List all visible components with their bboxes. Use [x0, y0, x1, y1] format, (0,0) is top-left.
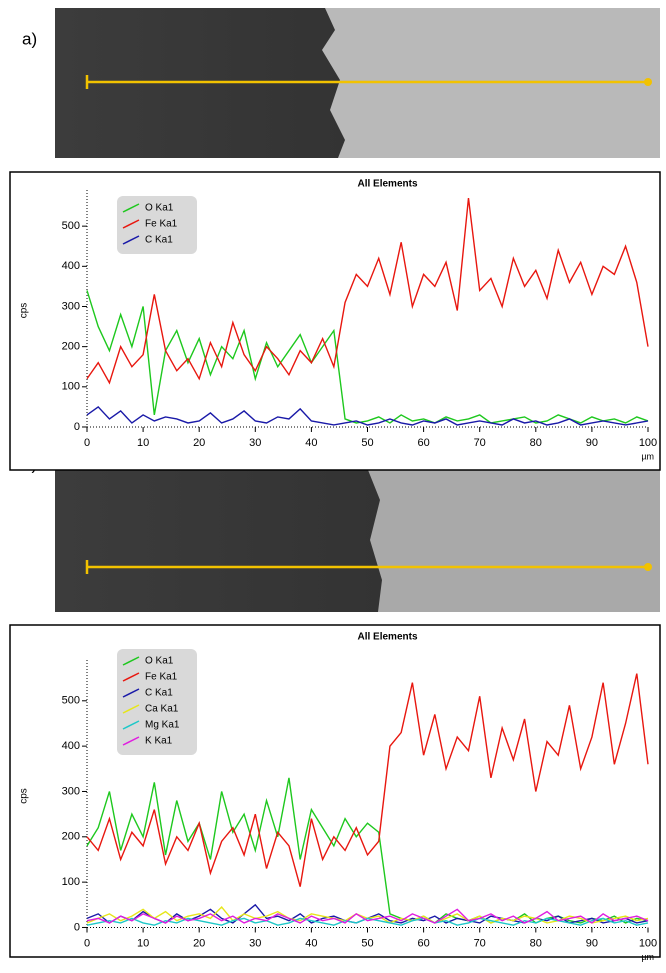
x-tick-label: 100	[639, 937, 657, 949]
y-tick-label: 500	[62, 220, 80, 232]
y-tick-label: 400	[62, 740, 80, 752]
panel-label: a)	[22, 29, 37, 48]
x-tick-label: 80	[530, 937, 542, 949]
x-tick-label: 30	[249, 437, 261, 449]
legend-swatch	[122, 203, 140, 213]
y-tick-label: 0	[74, 921, 80, 933]
legend-label: O Ka1	[145, 203, 174, 214]
legend-label: Fe Ka1	[145, 219, 178, 230]
x-tick-label: 40	[305, 437, 317, 449]
legend-swatch	[122, 736, 140, 746]
data-line	[86, 197, 649, 385]
legend-label: O Ka1	[145, 656, 174, 667]
x-tick-label: 10	[137, 437, 149, 449]
chart-title: All Elements	[357, 632, 417, 643]
legend-swatch	[122, 688, 140, 698]
x-tick-label: 50	[361, 937, 373, 949]
y-tick-label: 100	[62, 381, 80, 393]
legend-label: C Ka1	[145, 688, 173, 699]
x-axis-label: µm	[641, 451, 654, 461]
y-tick-label: 200	[62, 341, 80, 353]
x-axis-label: µm	[641, 952, 654, 962]
x-tick-label: 60	[417, 437, 429, 449]
legend-label: C Ka1	[145, 235, 173, 246]
x-tick-label: 0	[84, 437, 90, 449]
legend-swatch	[122, 672, 140, 682]
legend-label: Fe Ka1	[145, 672, 178, 683]
x-tick-label: 70	[474, 437, 486, 449]
chart-frame	[9, 624, 661, 958]
x-tick-label: 90	[586, 937, 598, 949]
x-tick-label: 20	[193, 437, 205, 449]
x-tick-label: 80	[530, 437, 542, 449]
y-tick-label: 100	[62, 876, 80, 888]
data-line	[86, 917, 649, 926]
x-tick-label: 100	[639, 437, 657, 449]
x-tick-label: 50	[361, 437, 373, 449]
x-tick-label: 30	[249, 937, 261, 949]
legend-swatch	[122, 656, 140, 666]
data-line	[86, 908, 649, 924]
y-axis-label: cps	[19, 303, 30, 319]
data-line	[86, 290, 649, 424]
x-tick-label: 20	[193, 937, 205, 949]
data-line	[86, 405, 649, 426]
y-tick-label: 300	[62, 300, 80, 312]
legend-box	[117, 649, 197, 755]
legend-swatch	[122, 219, 140, 229]
x-tick-label: 10	[137, 937, 149, 949]
x-tick-label: 40	[305, 937, 317, 949]
data-line	[86, 673, 649, 887]
legend-box	[117, 196, 197, 254]
legend-swatch	[122, 720, 140, 730]
y-axis-label: cps	[19, 788, 30, 804]
y-tick-label: 400	[62, 260, 80, 272]
legend-label: K Ka1	[145, 736, 173, 747]
chart-title: All Elements	[357, 179, 417, 190]
x-tick-label: 60	[417, 937, 429, 949]
micrograph	[55, 8, 660, 158]
x-tick-label: 70	[474, 937, 486, 949]
legend-label: Mg Ka1	[145, 720, 180, 731]
legend-swatch	[122, 235, 140, 245]
legend-label: Ca Ka1	[145, 704, 179, 715]
y-tick-label: 200	[62, 831, 80, 843]
y-tick-label: 500	[62, 695, 80, 707]
x-tick-label: 90	[586, 437, 598, 449]
y-tick-label: 300	[62, 785, 80, 797]
y-tick-label: 0	[74, 421, 80, 433]
legend-swatch	[122, 704, 140, 714]
x-tick-label: 0	[84, 937, 90, 949]
